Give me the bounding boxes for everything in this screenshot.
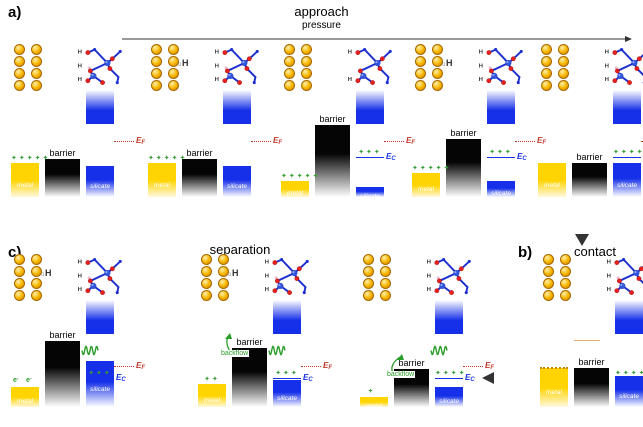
svg-text:H: H <box>427 273 431 279</box>
svg-text:H: H <box>427 287 431 293</box>
svg-text:H: H <box>607 287 611 293</box>
svg-text:H: H <box>265 259 269 265</box>
svg-text:H: H <box>78 287 82 293</box>
svg-text:H: H <box>78 259 82 265</box>
svg-text:H: H <box>607 259 611 265</box>
svg-text:H: H <box>427 259 431 265</box>
svg-text:H: H <box>78 273 82 279</box>
svg-text:H: H <box>265 287 269 293</box>
svg-text:H: H <box>607 273 611 279</box>
svg-text:H: H <box>265 273 269 279</box>
